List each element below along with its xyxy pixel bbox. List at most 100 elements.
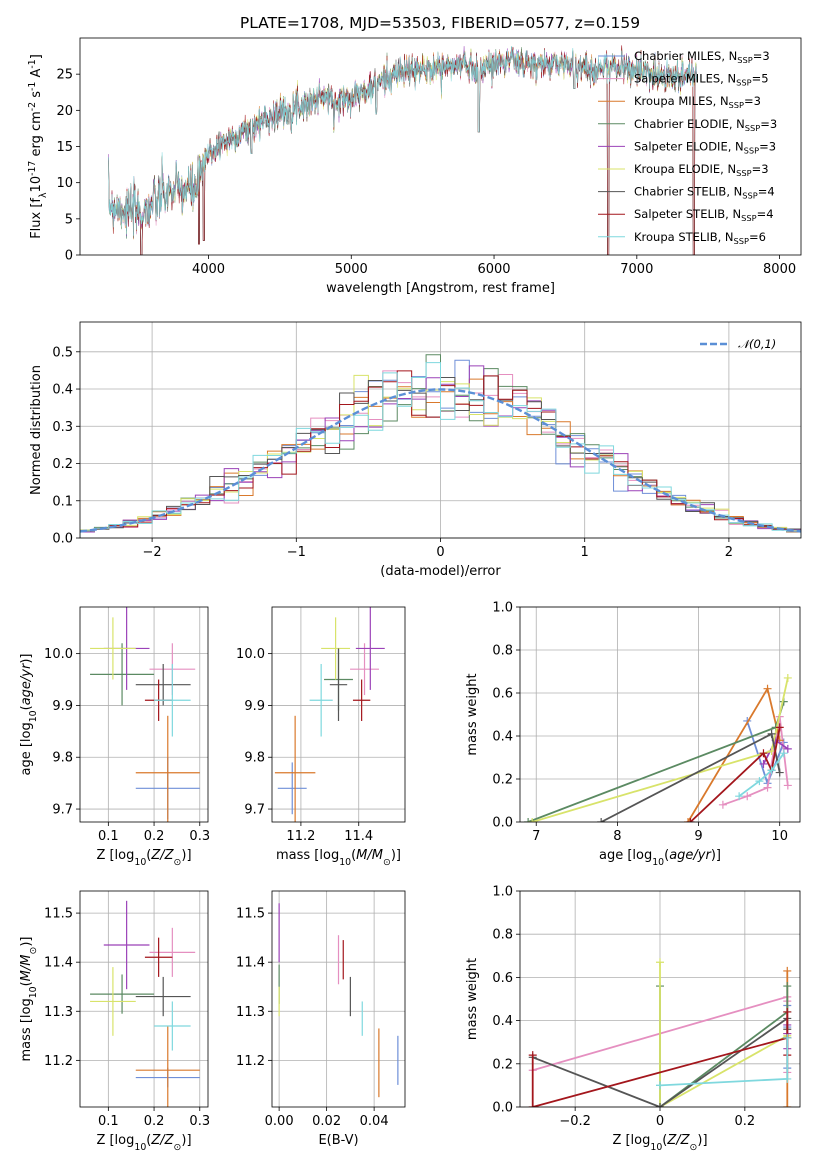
text-run: age [log bbox=[599, 848, 652, 863]
text-run: )] bbox=[711, 848, 721, 863]
subscript: λ bbox=[38, 192, 49, 198]
plus-marker bbox=[718, 800, 727, 809]
y-tick-label: 15 bbox=[56, 140, 73, 155]
plus-marker bbox=[783, 966, 792, 975]
hist-series-8 bbox=[80, 362, 801, 538]
y-tick-label: 9.7 bbox=[244, 803, 265, 818]
y-tick-label: 11.4 bbox=[236, 956, 265, 971]
y-tick-label: 25 bbox=[56, 68, 73, 83]
x-axis-label: (data-model)/error bbox=[380, 564, 501, 579]
x-tick-label: −2 bbox=[143, 545, 162, 560]
legend-label: Salpeter MILES, NSSP=5 bbox=[634, 72, 769, 88]
x-tick-label: 0.2 bbox=[144, 1114, 165, 1129]
legend-label-tail: =3 bbox=[744, 94, 761, 108]
plus-marker bbox=[759, 749, 768, 758]
errorbar-point bbox=[329, 648, 348, 721]
y-axis-label: Normed distribution bbox=[29, 365, 44, 495]
text-run: ( bbox=[351, 848, 356, 863]
errorbar-point bbox=[103, 900, 150, 990]
x-tick-label: 0.2 bbox=[144, 829, 165, 844]
legend-label-sub: SSP bbox=[742, 191, 757, 201]
subscript: ⊙ bbox=[383, 857, 391, 868]
y-axis-label: mass weight bbox=[465, 673, 480, 755]
y-tick-label: 0.0 bbox=[492, 1101, 513, 1116]
y-tick-label: 0.2 bbox=[492, 773, 513, 788]
plus-marker bbox=[743, 792, 752, 801]
y-axis-label: mass [log10(M/M⊙)] bbox=[19, 937, 39, 1062]
y-tick-label: 0.2 bbox=[492, 1057, 513, 1072]
subscript: 10 bbox=[339, 857, 351, 868]
legend-label-main: Chabrier MILES, N bbox=[634, 49, 737, 63]
x-tick-label: 7000 bbox=[620, 262, 653, 277]
y-tick-label: 5 bbox=[65, 212, 73, 227]
y-tick-label: 0.0 bbox=[492, 816, 513, 831]
plot-area bbox=[274, 607, 385, 822]
ticks: 11.2 11.4 9.7 9.8 9.9 10.0 bbox=[236, 647, 373, 844]
y-tick-label: 0.8 bbox=[492, 644, 513, 659]
legend-label-sub: SSP bbox=[729, 100, 744, 110]
plus-marker bbox=[767, 747, 776, 756]
x-tick-label: 1 bbox=[581, 545, 589, 560]
plot-area bbox=[90, 900, 200, 1107]
page-title: PLATE=1708, MJD=53503, FIBERID=0577, z=0… bbox=[240, 14, 640, 32]
text-run: Z/Z bbox=[666, 1133, 690, 1148]
mass-weight-series-5 bbox=[659, 962, 788, 1107]
x-tick-label: 0 bbox=[656, 1114, 664, 1129]
text-run: age/yr bbox=[669, 848, 712, 863]
x-tick-label: 8000 bbox=[763, 262, 796, 277]
plus-marker bbox=[763, 684, 772, 693]
axes-frame bbox=[519, 606, 801, 823]
plus-marker bbox=[597, 818, 606, 822]
ticks: 7 8 9 10 0.0 0.2 0.4 0.6 0.8 1.0 bbox=[492, 601, 788, 845]
subscript: 10 bbox=[134, 857, 146, 868]
legend-label-main: Salpeter MILES, N bbox=[634, 72, 736, 86]
plus-marker bbox=[783, 1074, 792, 1083]
x-tick-label: 5000 bbox=[335, 262, 368, 277]
plus-marker bbox=[684, 818, 692, 822]
errorbar-point bbox=[135, 1026, 200, 1107]
legend-label-tail: =3 bbox=[759, 139, 776, 153]
x-tick-label: 4000 bbox=[192, 262, 225, 277]
plus-marker bbox=[686, 818, 695, 822]
errorbar-point bbox=[154, 663, 191, 737]
x-axis-label: Z [log10(Z/Z⊙)] bbox=[612, 1133, 707, 1153]
axes-mass-weight-vs-Z: −0.2 0 0.2 0.0 0.2 0.4 0.6 0.8 1.0 Z [log10(Z/Z⊙)… bbox=[465, 885, 801, 1153]
x-tick-label: 8 bbox=[613, 829, 621, 844]
grid-lines bbox=[272, 607, 405, 822]
y-tick-label: 9.8 bbox=[52, 751, 73, 766]
y-tick-label: 9.9 bbox=[52, 699, 73, 714]
legend-label: Salpeter ELODIE, NSSP=3 bbox=[634, 139, 776, 155]
x-tick-label: 2 bbox=[725, 545, 733, 560]
axes-age-vs-mass: 11.2 11.4 9.7 9.8 9.9 10.0 mass [log10(M/M⊙)] bbox=[236, 606, 406, 868]
legend-label-sub: SSP bbox=[745, 123, 760, 133]
y-tick-label: 0.8 bbox=[492, 928, 513, 943]
text-run: Z [log bbox=[96, 1133, 134, 1148]
x-tick-label: 0.3 bbox=[189, 1114, 210, 1129]
subscript: ⊙ bbox=[28, 947, 39, 955]
x-axis-label: age [log10(age/yr)] bbox=[599, 848, 721, 868]
text-run: E(B-V) bbox=[318, 1133, 358, 1148]
text-run: )] bbox=[19, 653, 34, 663]
plus-marker bbox=[779, 749, 788, 758]
ticks: 4000 5000 6000 7000 8000 0 5 10 15 20 25 bbox=[56, 68, 796, 277]
errorbar-point bbox=[352, 679, 371, 721]
grid-lines bbox=[80, 891, 208, 1107]
ticks: −0.2 0 0.2 0.0 0.2 0.4 0.6 0.8 1.0 bbox=[492, 885, 755, 1130]
text-run: )] bbox=[391, 848, 401, 863]
plus-marker bbox=[656, 1103, 664, 1107]
x-tick-label: 9 bbox=[694, 829, 702, 844]
legend-label-main: Kroupa ELODIE, N bbox=[634, 162, 736, 176]
errorbar-point bbox=[135, 976, 191, 1017]
plus-marker bbox=[783, 744, 792, 753]
y-tick-label: 11.3 bbox=[236, 1005, 265, 1020]
superscript: -1 bbox=[27, 82, 38, 91]
grid-lines bbox=[272, 891, 405, 1107]
superscript: -17 bbox=[27, 161, 38, 176]
y-tick-label: 10 bbox=[56, 176, 73, 191]
y-tick-label: 0.5 bbox=[52, 345, 73, 360]
legend-label-main: Kroupa STELIB, N bbox=[634, 230, 734, 244]
subscript: 10 bbox=[650, 1142, 662, 1153]
ticks: 0.1 0.2 0.3 11.2 11.3 11.4 11.5 bbox=[44, 907, 210, 1129]
